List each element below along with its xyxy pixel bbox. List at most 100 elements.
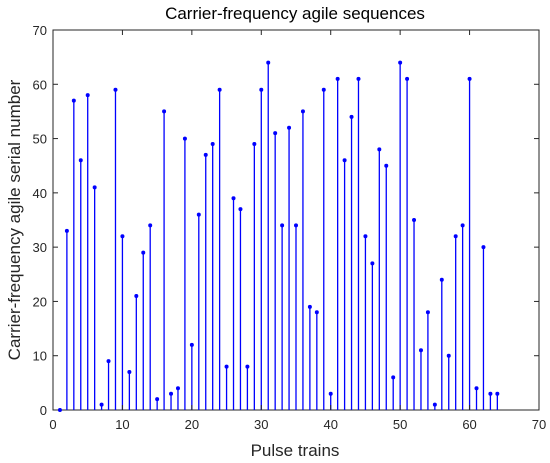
stem-marker <box>127 369 132 374</box>
stem-20 <box>189 342 194 410</box>
stem-marker <box>342 158 347 163</box>
stem-marker <box>349 114 354 119</box>
stem-series <box>57 60 500 412</box>
stem-17 <box>169 391 174 410</box>
stem-58 <box>453 234 458 410</box>
stem-marker <box>259 87 264 92</box>
stem-marker <box>196 212 201 217</box>
stem-49 <box>391 375 396 410</box>
stem-48 <box>384 163 389 410</box>
x-tick-label: 20 <box>185 417 199 432</box>
stem-30 <box>259 87 264 410</box>
stem-marker <box>169 391 174 396</box>
x-tick-label: 30 <box>254 417 268 432</box>
x-tick-label: 50 <box>393 417 407 432</box>
stem-54 <box>425 310 430 410</box>
stem-marker <box>78 158 83 163</box>
stem-marker <box>182 136 187 141</box>
stem-33 <box>280 223 285 410</box>
stem-marker <box>328 391 333 396</box>
stem-marker <box>321 87 326 92</box>
stem-63 <box>488 391 493 410</box>
stem-44 <box>356 76 361 410</box>
stem-52 <box>412 218 417 410</box>
stem-marker <box>287 125 292 130</box>
stem-marker <box>488 391 493 396</box>
stem-marker <box>231 196 236 201</box>
stem-marker <box>446 353 451 358</box>
stem-marker <box>418 348 423 353</box>
stem-marker <box>481 245 486 250</box>
stem-marker <box>432 402 437 407</box>
stem-50 <box>398 60 403 410</box>
stem-marker <box>335 76 340 81</box>
stem-23 <box>210 142 215 410</box>
stem-32 <box>273 131 278 410</box>
stem-60 <box>467 76 472 410</box>
stem-51 <box>405 76 410 410</box>
stem-41 <box>335 76 340 410</box>
stem-7 <box>99 402 104 410</box>
x-tick-label: 0 <box>49 417 56 432</box>
x-tick-label: 60 <box>462 417 476 432</box>
stem-marker <box>120 234 125 239</box>
stem-22 <box>203 152 208 410</box>
stem-marker <box>92 185 97 190</box>
stem-marker <box>175 386 180 391</box>
stem-3 <box>71 98 76 410</box>
stem-39 <box>321 87 326 410</box>
stem-64 <box>495 391 500 410</box>
stem-marker <box>398 60 403 65</box>
stem-marker <box>148 223 153 228</box>
stem-marker <box>363 234 368 239</box>
stem-12 <box>134 293 139 410</box>
y-tick-label: 0 <box>40 403 47 418</box>
stem-11 <box>127 369 132 410</box>
stem-55 <box>432 402 437 410</box>
stem-marker <box>71 98 76 103</box>
stem-62 <box>481 245 486 410</box>
stem-45 <box>363 234 368 410</box>
stem-marker <box>453 234 458 239</box>
stem-marker <box>134 293 139 298</box>
stem-marker <box>307 304 312 309</box>
stem-marker <box>405 76 410 81</box>
stem-marker <box>155 397 160 402</box>
stem-36 <box>300 109 305 410</box>
stem-38 <box>314 310 319 410</box>
stem-2 <box>64 228 69 410</box>
stem-47 <box>377 147 382 410</box>
stem-24 <box>217 87 222 410</box>
axis-ticks: 0 10 20 30 40 50 60 70 0 10 20 30 40 50 60 70 <box>33 23 547 432</box>
stem-35 <box>293 223 298 410</box>
stem-marker <box>217 87 222 92</box>
stem-marker <box>474 386 479 391</box>
stem-marker <box>439 277 444 282</box>
stem-marker <box>280 223 285 228</box>
stem-marker <box>377 147 382 152</box>
chart-title: Carrier-frequency agile sequences <box>165 4 425 23</box>
stem-8 <box>106 359 111 410</box>
stem-10 <box>120 234 125 410</box>
stem-61 <box>474 386 479 410</box>
stem-marker <box>210 142 215 147</box>
stem-4 <box>78 158 83 410</box>
x-tick-label: 40 <box>323 417 337 432</box>
stem-46 <box>370 261 375 410</box>
stem-marker <box>238 207 243 212</box>
stem-marker <box>391 375 396 380</box>
stem-marker <box>356 76 361 81</box>
stem-1 <box>57 407 62 412</box>
stem-marker <box>113 87 118 92</box>
stem-marker <box>85 93 90 98</box>
stem-29 <box>252 142 257 410</box>
x-axis-label: Pulse trains <box>251 441 340 460</box>
y-axis-label: Carrier-frequency agile serial number <box>5 79 24 360</box>
stem-marker <box>495 391 500 396</box>
stem-marker <box>384 163 389 168</box>
stem-marker <box>224 364 229 369</box>
stem-13 <box>141 250 146 410</box>
stem-26 <box>231 196 236 410</box>
x-tick-label: 10 <box>115 417 129 432</box>
stem-25 <box>224 364 229 410</box>
